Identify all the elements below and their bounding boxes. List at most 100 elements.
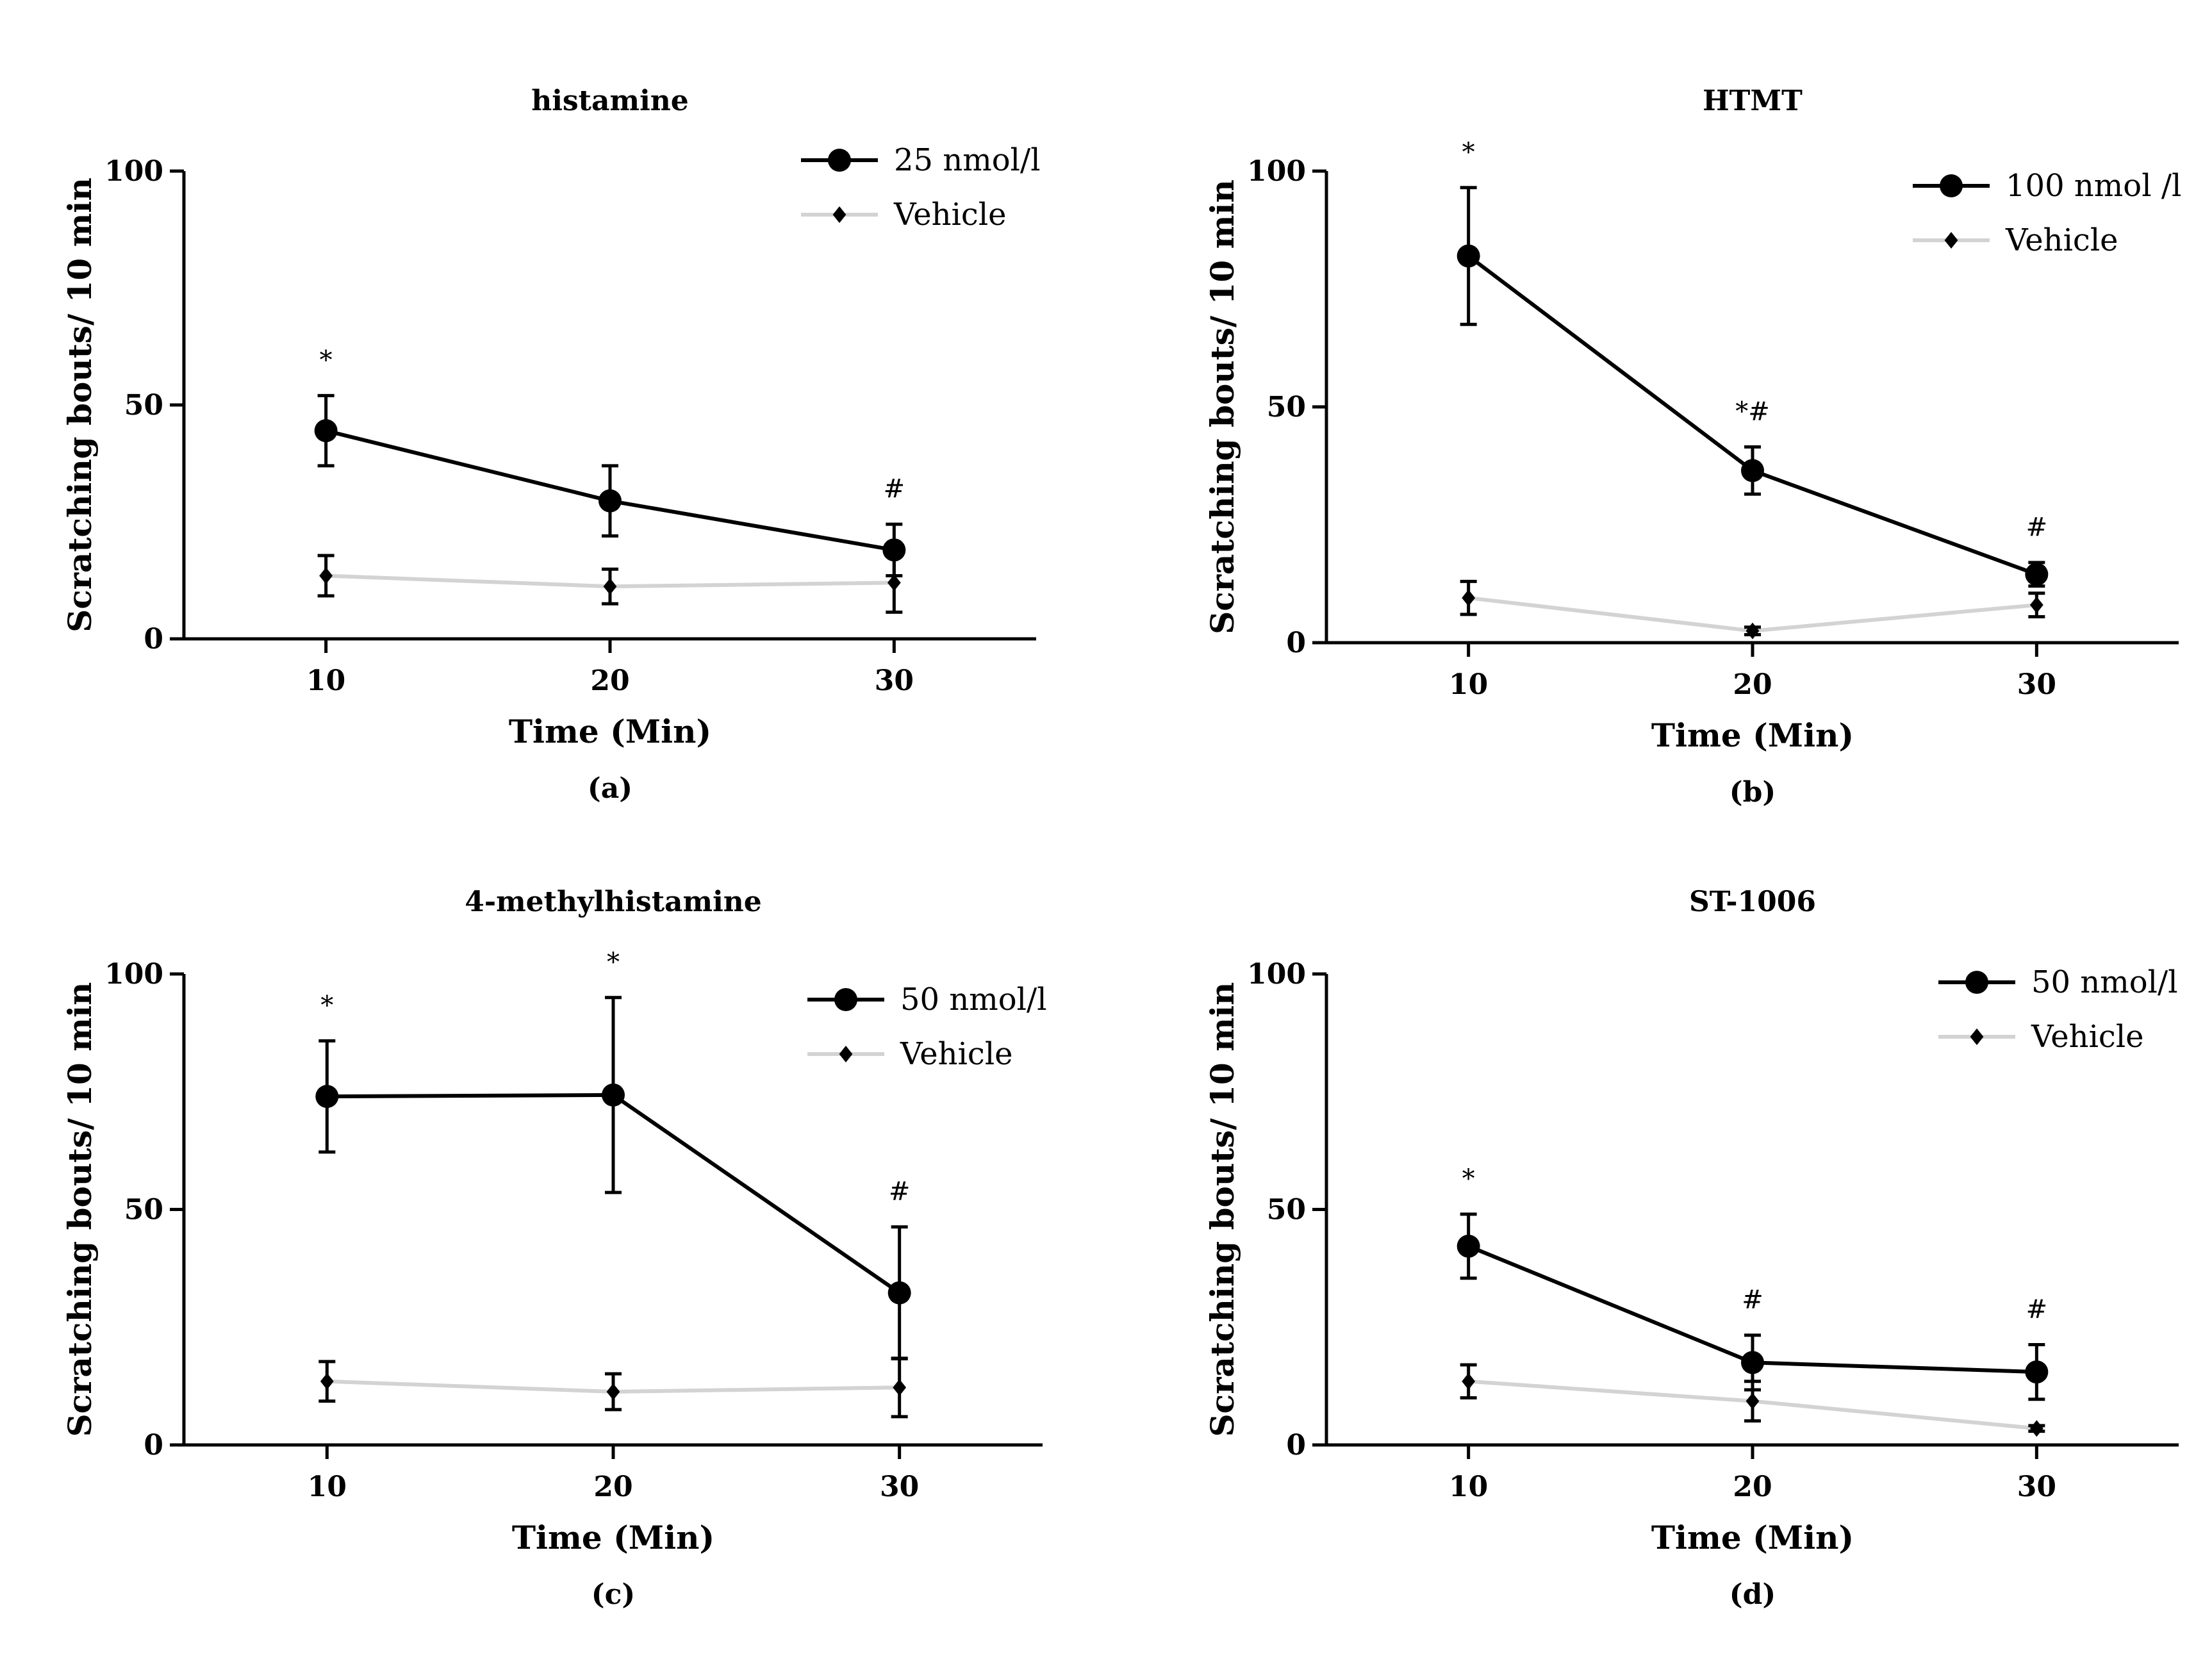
data-point-treatment <box>314 419 338 443</box>
y-axis-label: Scratching bouts/ 10 min <box>61 177 99 632</box>
data-point-treatment <box>1457 244 1480 268</box>
data-point-treatment <box>2025 563 2049 586</box>
significance-label: * <box>1462 1164 1475 1194</box>
data-point-vehicle <box>1746 622 1760 639</box>
x-axis-label: Time (Min) <box>1651 1519 1854 1556</box>
significance-label: * <box>320 991 333 1020</box>
series-treatment: *# <box>314 345 906 577</box>
series-vehicle <box>1460 1363 2045 1437</box>
legend-label: 50 nmol/l <box>2031 964 2178 1000</box>
significance-label: # <box>2026 513 2048 542</box>
legend: 50 nmol/l Vehicle <box>1938 964 2178 1055</box>
chart-title: histamine <box>531 85 689 117</box>
y-tick-label: 100 <box>104 155 163 188</box>
legend-marker <box>1965 971 1988 994</box>
significance-label: * <box>607 948 620 977</box>
y-tick-label: 50 <box>1267 1194 1306 1226</box>
legend: 100 nmol /l Vehicle <box>1913 168 2181 258</box>
y-axis-label: Scratching bouts/ 10 min <box>1203 179 1241 634</box>
y-axis-label: Scratching bouts/ 10 min <box>61 982 99 1437</box>
data-point-treatment <box>2025 1360 2049 1384</box>
y-tick-label: 100 <box>104 958 163 991</box>
chart-panel-3: 4-methylhistamine 0 50 100 10 20 30 Time (Min) S… <box>61 886 1047 1611</box>
x-tick-label: 20 <box>590 664 629 697</box>
x-tick-label: 30 <box>880 1471 919 1503</box>
legend-marker <box>1940 174 1963 197</box>
data-point-vehicle <box>2029 1420 2043 1437</box>
legend-marker <box>832 206 846 223</box>
significance-label: # <box>2026 1294 2048 1324</box>
legend-marker <box>828 149 851 172</box>
x-axis-label: Time (Min) <box>1651 716 1854 754</box>
chart-title: HTMT <box>1703 85 1803 117</box>
chart-panel-4: ST-1006 0 50 100 10 20 30 Time (Min) Scratching … <box>1203 886 2179 1611</box>
data-point-vehicle <box>603 578 617 595</box>
y-tick-label: 50 <box>1267 391 1306 424</box>
data-point-treatment <box>882 538 906 562</box>
legend-label: 25 nmol/l <box>894 142 1041 178</box>
legend-marker <box>1970 1028 1984 1045</box>
legend-label: Vehicle <box>893 197 1007 233</box>
legend-marker <box>839 1046 853 1062</box>
data-point-vehicle <box>893 1379 907 1396</box>
legend-marker <box>834 988 857 1011</box>
y-tick-label: 0 <box>144 1429 163 1462</box>
data-point-treatment <box>1457 1234 1480 1258</box>
x-tick-label: 10 <box>306 664 345 697</box>
data-point-treatment <box>602 1083 625 1107</box>
panel-label: (a) <box>588 772 632 805</box>
significance-label: *# <box>1735 397 1770 427</box>
y-tick-label: 0 <box>1286 1429 1306 1462</box>
series-vehicle <box>318 1357 908 1419</box>
x-tick-label: 20 <box>1733 668 1772 701</box>
y-tick-label: 100 <box>1247 958 1306 991</box>
data-point-treatment <box>315 1085 339 1109</box>
significance-label: * <box>320 345 333 375</box>
y-tick-label: 100 <box>1247 155 1306 188</box>
significance-label: # <box>1742 1285 1763 1315</box>
y-tick-label: 50 <box>124 1194 163 1226</box>
x-axis-label: Time (Min) <box>512 1519 714 1556</box>
legend-marker <box>1944 232 1958 249</box>
data-point-vehicle <box>887 574 901 591</box>
data-point-vehicle <box>320 1373 334 1390</box>
legend: 25 nmol/l Vehicle <box>801 142 1041 233</box>
legend-label: Vehicle <box>900 1036 1013 1072</box>
legend: 50 nmol/l Vehicle <box>807 982 1047 1072</box>
legend-label: Vehicle <box>2031 1019 2144 1055</box>
data-point-treatment <box>1741 1351 1764 1374</box>
significance-label: # <box>889 1177 911 1207</box>
x-tick-label: 20 <box>1733 1471 1772 1503</box>
data-point-vehicle <box>1462 1373 1476 1390</box>
legend-label: 100 nmol /l <box>2006 168 2181 204</box>
x-tick-label: 10 <box>1449 1471 1488 1503</box>
panel-label: (c) <box>591 1578 635 1611</box>
data-point-treatment <box>1741 459 1764 482</box>
data-point-vehicle <box>319 567 333 584</box>
data-point-vehicle <box>1462 590 1476 607</box>
significance-label: * <box>1462 138 1475 167</box>
significance-label: # <box>884 474 905 504</box>
panel-label: (d) <box>1729 1578 1776 1611</box>
legend-label: 50 nmol/l <box>900 982 1047 1018</box>
x-tick-label: 30 <box>2017 1471 2056 1503</box>
series-vehicle <box>317 551 903 614</box>
x-tick-label: 10 <box>1449 668 1488 701</box>
series-treatment: * # # <box>1457 1164 2049 1401</box>
series-vehicle <box>1460 579 2045 639</box>
x-tick-label: 30 <box>875 664 914 697</box>
chart-title: ST-1006 <box>1689 886 1816 918</box>
data-point-vehicle <box>2029 597 2043 614</box>
data-point-treatment <box>598 489 622 513</box>
y-tick-label: 0 <box>144 623 163 656</box>
x-tick-label: 20 <box>593 1471 632 1503</box>
data-point-vehicle <box>1746 1392 1760 1410</box>
y-axis-label: Scratching bouts/ 10 min <box>1203 982 1241 1437</box>
chart-panel-1: histamine 0 50 100 10 20 30 Time (Min) Scratchin… <box>61 85 1041 805</box>
chart-panel-2: HTMT 0 50 100 10 20 30 Time (Min) Scratching bou… <box>1203 85 2181 809</box>
x-tick-label: 30 <box>2017 668 2056 701</box>
series-treatment: * *# # <box>1457 138 2049 588</box>
data-point-vehicle <box>606 1383 620 1400</box>
panel-label: (b) <box>1729 776 1776 809</box>
